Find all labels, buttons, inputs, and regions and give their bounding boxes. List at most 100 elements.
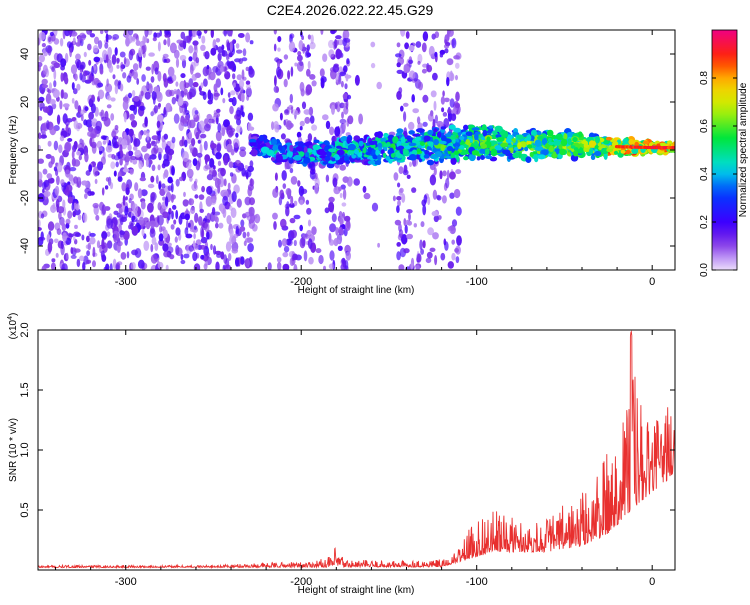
spectrogram-cell — [170, 193, 174, 203]
spectrogram-cell — [559, 148, 566, 156]
spectrogram-cell — [440, 252, 446, 261]
spectrogram-cell — [333, 238, 339, 247]
spectrogram-cell — [67, 127, 72, 136]
spectrogram-cell — [505, 138, 512, 144]
spectrogram-cell — [368, 140, 376, 146]
spectrogram-cell — [613, 137, 618, 142]
spectrogram-cell — [111, 137, 117, 147]
spectrogram-cell — [63, 142, 71, 154]
spectrogram-cell — [207, 118, 215, 124]
spectrogram-cell — [306, 68, 311, 77]
spectrogram-cell — [425, 257, 432, 264]
spectrogram-cell — [590, 154, 596, 160]
spectrogram-cell — [112, 74, 116, 80]
spectrogram-cell — [167, 66, 175, 78]
spectrogram-cell — [222, 98, 226, 104]
spectrogram-cell — [340, 184, 346, 190]
spectrogram-cell — [203, 78, 208, 87]
spectrogram-cell — [189, 64, 194, 75]
spectrogram-cell — [162, 211, 169, 219]
spectrogram-cell — [410, 262, 414, 270]
spectrogram-cell — [70, 64, 78, 75]
spectrogram-cell — [338, 215, 345, 225]
spectrogram-cell — [181, 58, 187, 69]
spectrogram-cell — [347, 115, 354, 125]
spectrogram-cell — [451, 239, 456, 245]
spectrogram-cell — [153, 105, 158, 114]
spectrogram-cell — [329, 250, 335, 261]
spectrogram-cell — [157, 202, 162, 211]
spectrogram-cell — [530, 129, 538, 137]
spectrogram-cell — [282, 263, 290, 270]
spectrogram-cell — [225, 241, 232, 252]
spectrogram-cell — [152, 36, 157, 42]
spectrogram-cell — [157, 214, 164, 226]
spectrogram-cell — [212, 245, 217, 255]
spectrogram-cell — [111, 54, 117, 65]
spectrogram-cell — [245, 87, 252, 98]
spectrogram-cell — [194, 212, 199, 223]
spectrogram-cell — [336, 39, 339, 46]
spectrogram-cell — [47, 177, 55, 184]
spectrogram-cell — [541, 137, 548, 146]
spectrogram-cell — [73, 88, 78, 95]
spectrogram-cell — [89, 191, 95, 196]
y-tick-label: 1.0 — [19, 442, 31, 457]
spectrogram-cell — [447, 108, 452, 114]
spectrogram-cell — [200, 133, 207, 139]
spectrogram-cell — [58, 211, 62, 220]
spectrogram-cell — [325, 120, 331, 130]
spectrogram-cell — [93, 56, 101, 63]
spectrogram-cell — [380, 137, 387, 143]
spectrogram-cell — [124, 205, 129, 216]
spectrogram-cell — [400, 142, 409, 146]
spectrogram-cell — [79, 255, 85, 262]
spectrogram-cell — [40, 134, 47, 139]
spectrogram-cell — [145, 158, 149, 168]
spectrogram-cell — [42, 168, 48, 175]
spectrogram-cell — [343, 38, 351, 43]
spectrogram-cell — [367, 146, 372, 153]
spectrogram-cell — [284, 161, 288, 170]
spectrogram-cell — [164, 145, 171, 155]
spectrogram-cell — [122, 72, 127, 79]
spectrogram-cell — [220, 87, 224, 96]
spectrogram-cell — [206, 212, 211, 224]
spectrogram-cell — [284, 119, 290, 128]
spectrogram-cell — [60, 72, 64, 82]
spectrogram-cell — [459, 135, 465, 140]
spectrogram-cell — [221, 44, 225, 51]
spectrogram-cell — [200, 82, 204, 89]
spectrogram-cell — [38, 54, 46, 63]
spectrogram-cell — [299, 237, 306, 249]
colorbar-tick-label: 0.0 — [699, 263, 710, 277]
spectrogram-cell — [196, 152, 203, 158]
spectrogram-cell — [620, 149, 626, 154]
spectrogram-cell — [307, 34, 311, 40]
spectrogram-cell — [318, 254, 324, 265]
spectrogram-cell — [494, 125, 503, 132]
spectrogram-cell — [329, 223, 337, 233]
spectrogram-cell — [396, 62, 401, 68]
spectrogram-cell — [204, 164, 212, 170]
spectrogram-cell — [97, 82, 104, 88]
spectrogram-cell — [60, 89, 64, 99]
spectrogram-cell — [408, 130, 416, 135]
spectrogram-cell — [123, 56, 127, 65]
spectrogram-cell — [207, 99, 213, 105]
spectrogram-cell — [394, 219, 402, 226]
spectrogram-cell — [446, 169, 450, 180]
spectrogram-cell — [452, 142, 461, 148]
spectrogram-cell — [403, 164, 408, 174]
spectrogram-cell — [88, 111, 94, 120]
spectrogram-cell — [341, 111, 344, 119]
spectrogram-cell — [228, 98, 234, 103]
spectrogram-cell — [137, 259, 145, 269]
spectrogram-cell — [174, 236, 178, 243]
spectrogram-cell — [147, 183, 155, 189]
spectrogram-cell — [429, 247, 436, 252]
spectrogram-cell — [109, 182, 114, 190]
spectrogram-cell — [227, 92, 231, 98]
spectrogram-cell — [95, 120, 103, 131]
spectrogram-cell — [173, 90, 181, 95]
